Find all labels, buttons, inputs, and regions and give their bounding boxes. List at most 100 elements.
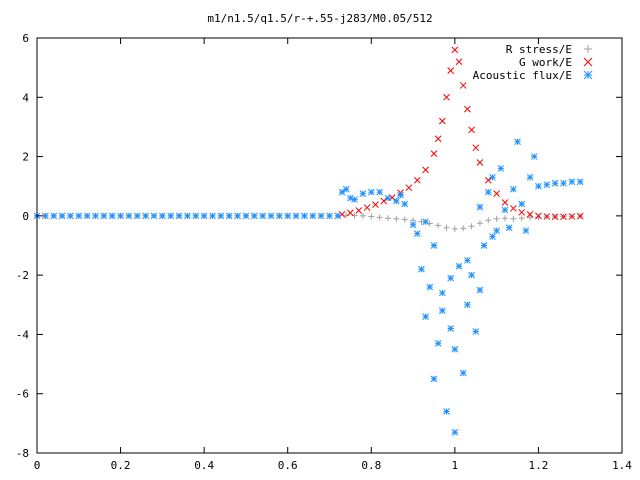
data-point (468, 126, 475, 134)
data-point (351, 196, 358, 203)
data-point (514, 138, 521, 146)
data-point (397, 191, 404, 199)
data-point (422, 313, 429, 320)
data-point (192, 212, 200, 220)
data-point (510, 215, 517, 222)
data-point (435, 222, 442, 229)
data-marks (33, 46, 584, 436)
y-tick-label: 4 (22, 91, 29, 104)
data-point (438, 117, 446, 125)
data-point (413, 230, 421, 237)
data-point (484, 188, 492, 196)
data-point (576, 212, 584, 220)
data-point (472, 144, 480, 152)
data-point (476, 203, 484, 211)
data-point (225, 212, 233, 220)
data-point (317, 212, 325, 220)
legend-marker (584, 45, 592, 53)
data-point (447, 325, 455, 332)
data-point (505, 224, 513, 232)
data-point (259, 212, 266, 220)
x-tick-label: 0.6 (278, 459, 298, 472)
data-point (430, 375, 438, 383)
data-point (476, 159, 484, 166)
data-point (518, 208, 526, 216)
series-2 (33, 138, 584, 436)
y-tick-label: 0 (22, 210, 29, 223)
data-point (100, 212, 108, 220)
data-point (464, 105, 471, 113)
data-point (384, 194, 392, 202)
data-point (438, 289, 446, 297)
x-tick-label: 1 (452, 459, 459, 472)
data-point (576, 178, 584, 186)
data-point (464, 256, 471, 264)
data-point (376, 214, 383, 221)
data-point (292, 212, 300, 220)
data-point (422, 166, 429, 174)
data-point (67, 212, 74, 220)
data-point (455, 262, 463, 270)
data-point (489, 233, 496, 240)
data-point (380, 197, 388, 205)
chart-title: m1/n1.5/q1.5/r-+.55-j283/M0.05/512 (207, 12, 432, 25)
data-point (560, 213, 567, 221)
data-point (342, 185, 350, 193)
data-point (476, 286, 484, 294)
data-point (355, 207, 363, 214)
data-point (92, 212, 99, 220)
data-point (301, 212, 308, 220)
data-point (543, 213, 551, 220)
data-point (167, 212, 175, 220)
data-point (108, 212, 116, 220)
data-point (551, 213, 559, 221)
plot-frame (36, 37, 623, 454)
y-tick-label: -4 (16, 328, 30, 341)
data-point (42, 212, 49, 220)
data-point (451, 345, 459, 353)
data-point (460, 225, 467, 232)
data-point (338, 211, 346, 218)
data-point (459, 369, 467, 377)
data-point (527, 214, 534, 221)
data-point (484, 176, 492, 184)
data-point (418, 265, 425, 273)
data-point (510, 185, 517, 193)
data-point (502, 215, 508, 222)
data-point (522, 227, 530, 235)
y-tick-label: -2 (16, 269, 29, 282)
data-point (510, 205, 517, 212)
data-point (489, 173, 496, 181)
data-point (159, 212, 166, 220)
data-point (75, 212, 83, 220)
data-point (455, 58, 463, 66)
axes: 0 0.2 0.4 0.6 0.8 1 1.2 1.4 -8 -6 -4 -2 0 2 4 6 (16, 32, 633, 472)
legend-label: Acoustic flux/E (473, 69, 572, 82)
data-point (568, 213, 576, 220)
data-point (443, 224, 450, 231)
data-point (367, 188, 375, 196)
data-point (430, 242, 438, 249)
data-point (434, 339, 442, 347)
data-point (438, 307, 446, 315)
data-point (443, 408, 450, 415)
y-tick-label: -8 (16, 447, 29, 460)
data-point (480, 242, 488, 249)
data-point (368, 213, 375, 220)
data-point (276, 212, 283, 220)
data-point (250, 212, 258, 220)
data-point (393, 215, 400, 222)
data-point (125, 212, 133, 220)
data-point (535, 182, 542, 190)
data-point (372, 201, 379, 208)
data-point (234, 212, 241, 220)
data-point (493, 215, 500, 222)
data-point (497, 165, 505, 172)
data-point (459, 82, 467, 89)
data-point (464, 301, 471, 309)
x-tick-label: 1.2 (528, 459, 548, 472)
data-point (568, 178, 576, 186)
data-point (560, 179, 567, 187)
data-point (422, 218, 429, 226)
data-point (426, 283, 434, 291)
